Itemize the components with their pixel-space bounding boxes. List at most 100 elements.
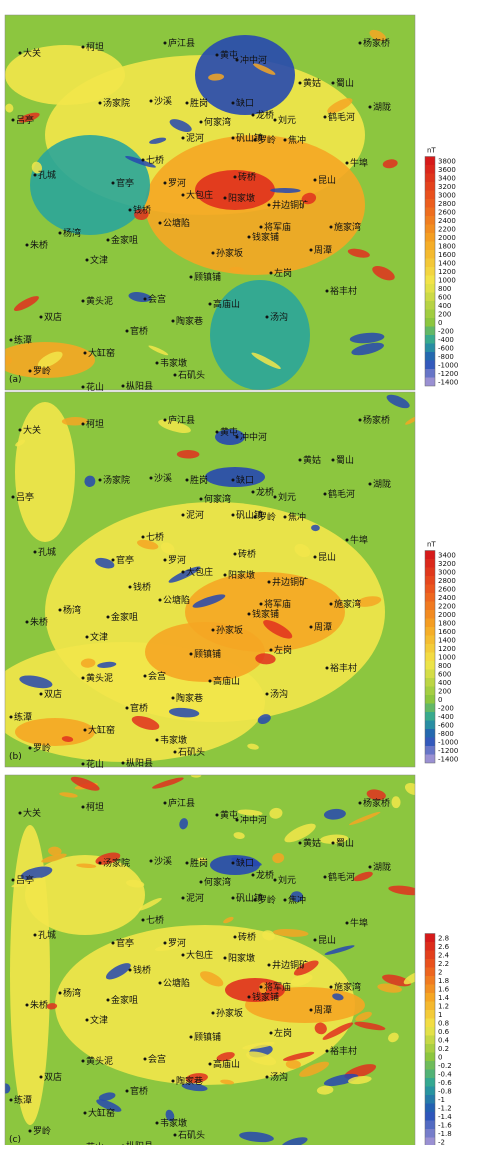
place-label: 韦家墩 xyxy=(160,357,187,369)
colorbar-swatch xyxy=(425,165,435,174)
anomaly-spot xyxy=(185,1073,208,1084)
place-label: 冲中河 xyxy=(240,814,267,826)
place-dot xyxy=(345,538,349,542)
place-dot xyxy=(273,118,277,122)
colorbar-swatch xyxy=(425,550,435,559)
place-dot xyxy=(181,896,185,900)
anomaly-spot xyxy=(223,916,234,924)
colorbar-label: -1000 xyxy=(438,361,458,369)
colorbar-label: 3800 xyxy=(438,157,456,165)
colorbar-swatch xyxy=(425,250,435,259)
anomaly-spot xyxy=(48,846,62,856)
place-dot xyxy=(199,497,203,501)
place-dot xyxy=(283,138,287,142)
anomaly-spot xyxy=(323,808,346,820)
anomaly-spot xyxy=(155,942,186,951)
place-label: 昆山 xyxy=(318,175,336,186)
place-dot xyxy=(199,880,203,884)
place-dot xyxy=(171,1079,175,1083)
place-label: 牛埠 xyxy=(350,917,368,929)
colorbar-label: 1200 xyxy=(438,645,456,653)
place-dot xyxy=(298,458,302,462)
colorbar-swatch xyxy=(425,1078,435,1087)
place-label: 井边铜矿 xyxy=(272,576,308,588)
place-label: 沙溪 xyxy=(154,472,172,484)
colorbar-swatch xyxy=(425,635,435,644)
place-dot xyxy=(259,985,263,989)
place-label: 汤家院 xyxy=(103,97,130,109)
place-dot xyxy=(121,761,125,765)
place-label: 焦冲 xyxy=(288,894,306,906)
anomaly-spot xyxy=(372,266,395,281)
place-label: 大包庄 xyxy=(186,949,213,961)
colorbar-swatch xyxy=(425,669,435,678)
colorbar-label: 1.4 xyxy=(438,994,450,1002)
place-label: 罗岭 xyxy=(258,894,276,906)
place-dot xyxy=(158,981,162,985)
map-frame xyxy=(4,391,416,768)
place-label: 杨家桥 xyxy=(363,797,390,809)
place-dot xyxy=(83,1111,87,1115)
place-label: 顾镇铺 xyxy=(194,271,221,283)
place-label: 官桥 xyxy=(130,325,148,337)
place-label: 大缸窑 xyxy=(88,724,115,736)
anomaly-spot xyxy=(355,1011,372,1022)
place-dot xyxy=(25,620,29,624)
place-label: 大关 xyxy=(23,47,41,59)
anomaly-spot xyxy=(125,155,156,168)
anomaly-spot xyxy=(251,352,281,369)
place-label: 泥河 xyxy=(186,509,204,521)
colorbar-swatch xyxy=(425,343,435,352)
colorbar-swatch xyxy=(425,335,435,344)
colorbar-label: 2400 xyxy=(438,217,456,225)
place-dot xyxy=(358,418,362,422)
anomaly-region xyxy=(225,978,285,1002)
place-dot xyxy=(149,476,153,480)
place-label: 周潭 xyxy=(314,245,332,256)
place-label: 裕丰村 xyxy=(330,1045,357,1057)
anomaly-spot xyxy=(179,818,189,830)
place-dot xyxy=(155,1121,159,1125)
anomaly-spot xyxy=(149,137,167,144)
colorbar-swatch xyxy=(425,993,435,1002)
place-label: 柯坦 xyxy=(86,801,104,813)
place-label: 庐江县 xyxy=(168,414,195,426)
place-label: 刘元 xyxy=(278,874,296,886)
place-dot xyxy=(18,51,22,55)
anomaly-spot xyxy=(5,103,14,113)
place-dot xyxy=(215,430,219,434)
anomaly-spot xyxy=(197,857,207,863)
place-dot xyxy=(173,1133,177,1137)
place-dot xyxy=(33,173,37,177)
colorbar-swatch xyxy=(425,182,435,191)
anomaly-spot xyxy=(353,871,373,882)
colorbar-label: 1600 xyxy=(438,251,456,259)
place-dot xyxy=(313,178,317,182)
place-dot xyxy=(313,555,317,559)
colorbar-swatch xyxy=(425,950,435,959)
colorbar-swatch xyxy=(425,207,435,216)
place-label: 矾山镇 xyxy=(236,509,263,521)
colorbar-swatch xyxy=(425,601,435,610)
place-label: 何家湾 xyxy=(204,493,231,505)
place-label: 文津 xyxy=(90,254,108,266)
place-dot xyxy=(208,679,212,683)
place-dot xyxy=(81,299,85,303)
map-field xyxy=(5,15,415,390)
place-label: 牛埠 xyxy=(350,157,368,169)
anomaly-spot xyxy=(168,707,200,718)
colorbar-label: 2.4 xyxy=(438,951,450,959)
anomaly-spot xyxy=(319,834,349,844)
colorbar-label: 2200 xyxy=(438,225,456,233)
colorbar-label: -1400 xyxy=(438,755,458,763)
anomaly-spot xyxy=(263,620,293,639)
colorbar-label: 0 xyxy=(438,319,442,327)
place-dot xyxy=(125,1089,129,1093)
place-dot xyxy=(163,41,167,45)
place-label: 刘元 xyxy=(278,491,296,503)
place-dot xyxy=(81,762,85,766)
colorbar-label: 0.8 xyxy=(438,1019,449,1027)
colorbar-swatch xyxy=(425,567,435,576)
